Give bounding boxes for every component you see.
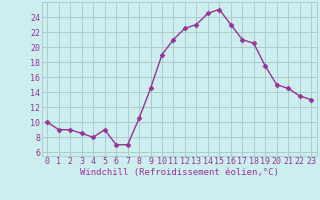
X-axis label: Windchill (Refroidissement éolien,°C): Windchill (Refroidissement éolien,°C) [80,168,279,177]
